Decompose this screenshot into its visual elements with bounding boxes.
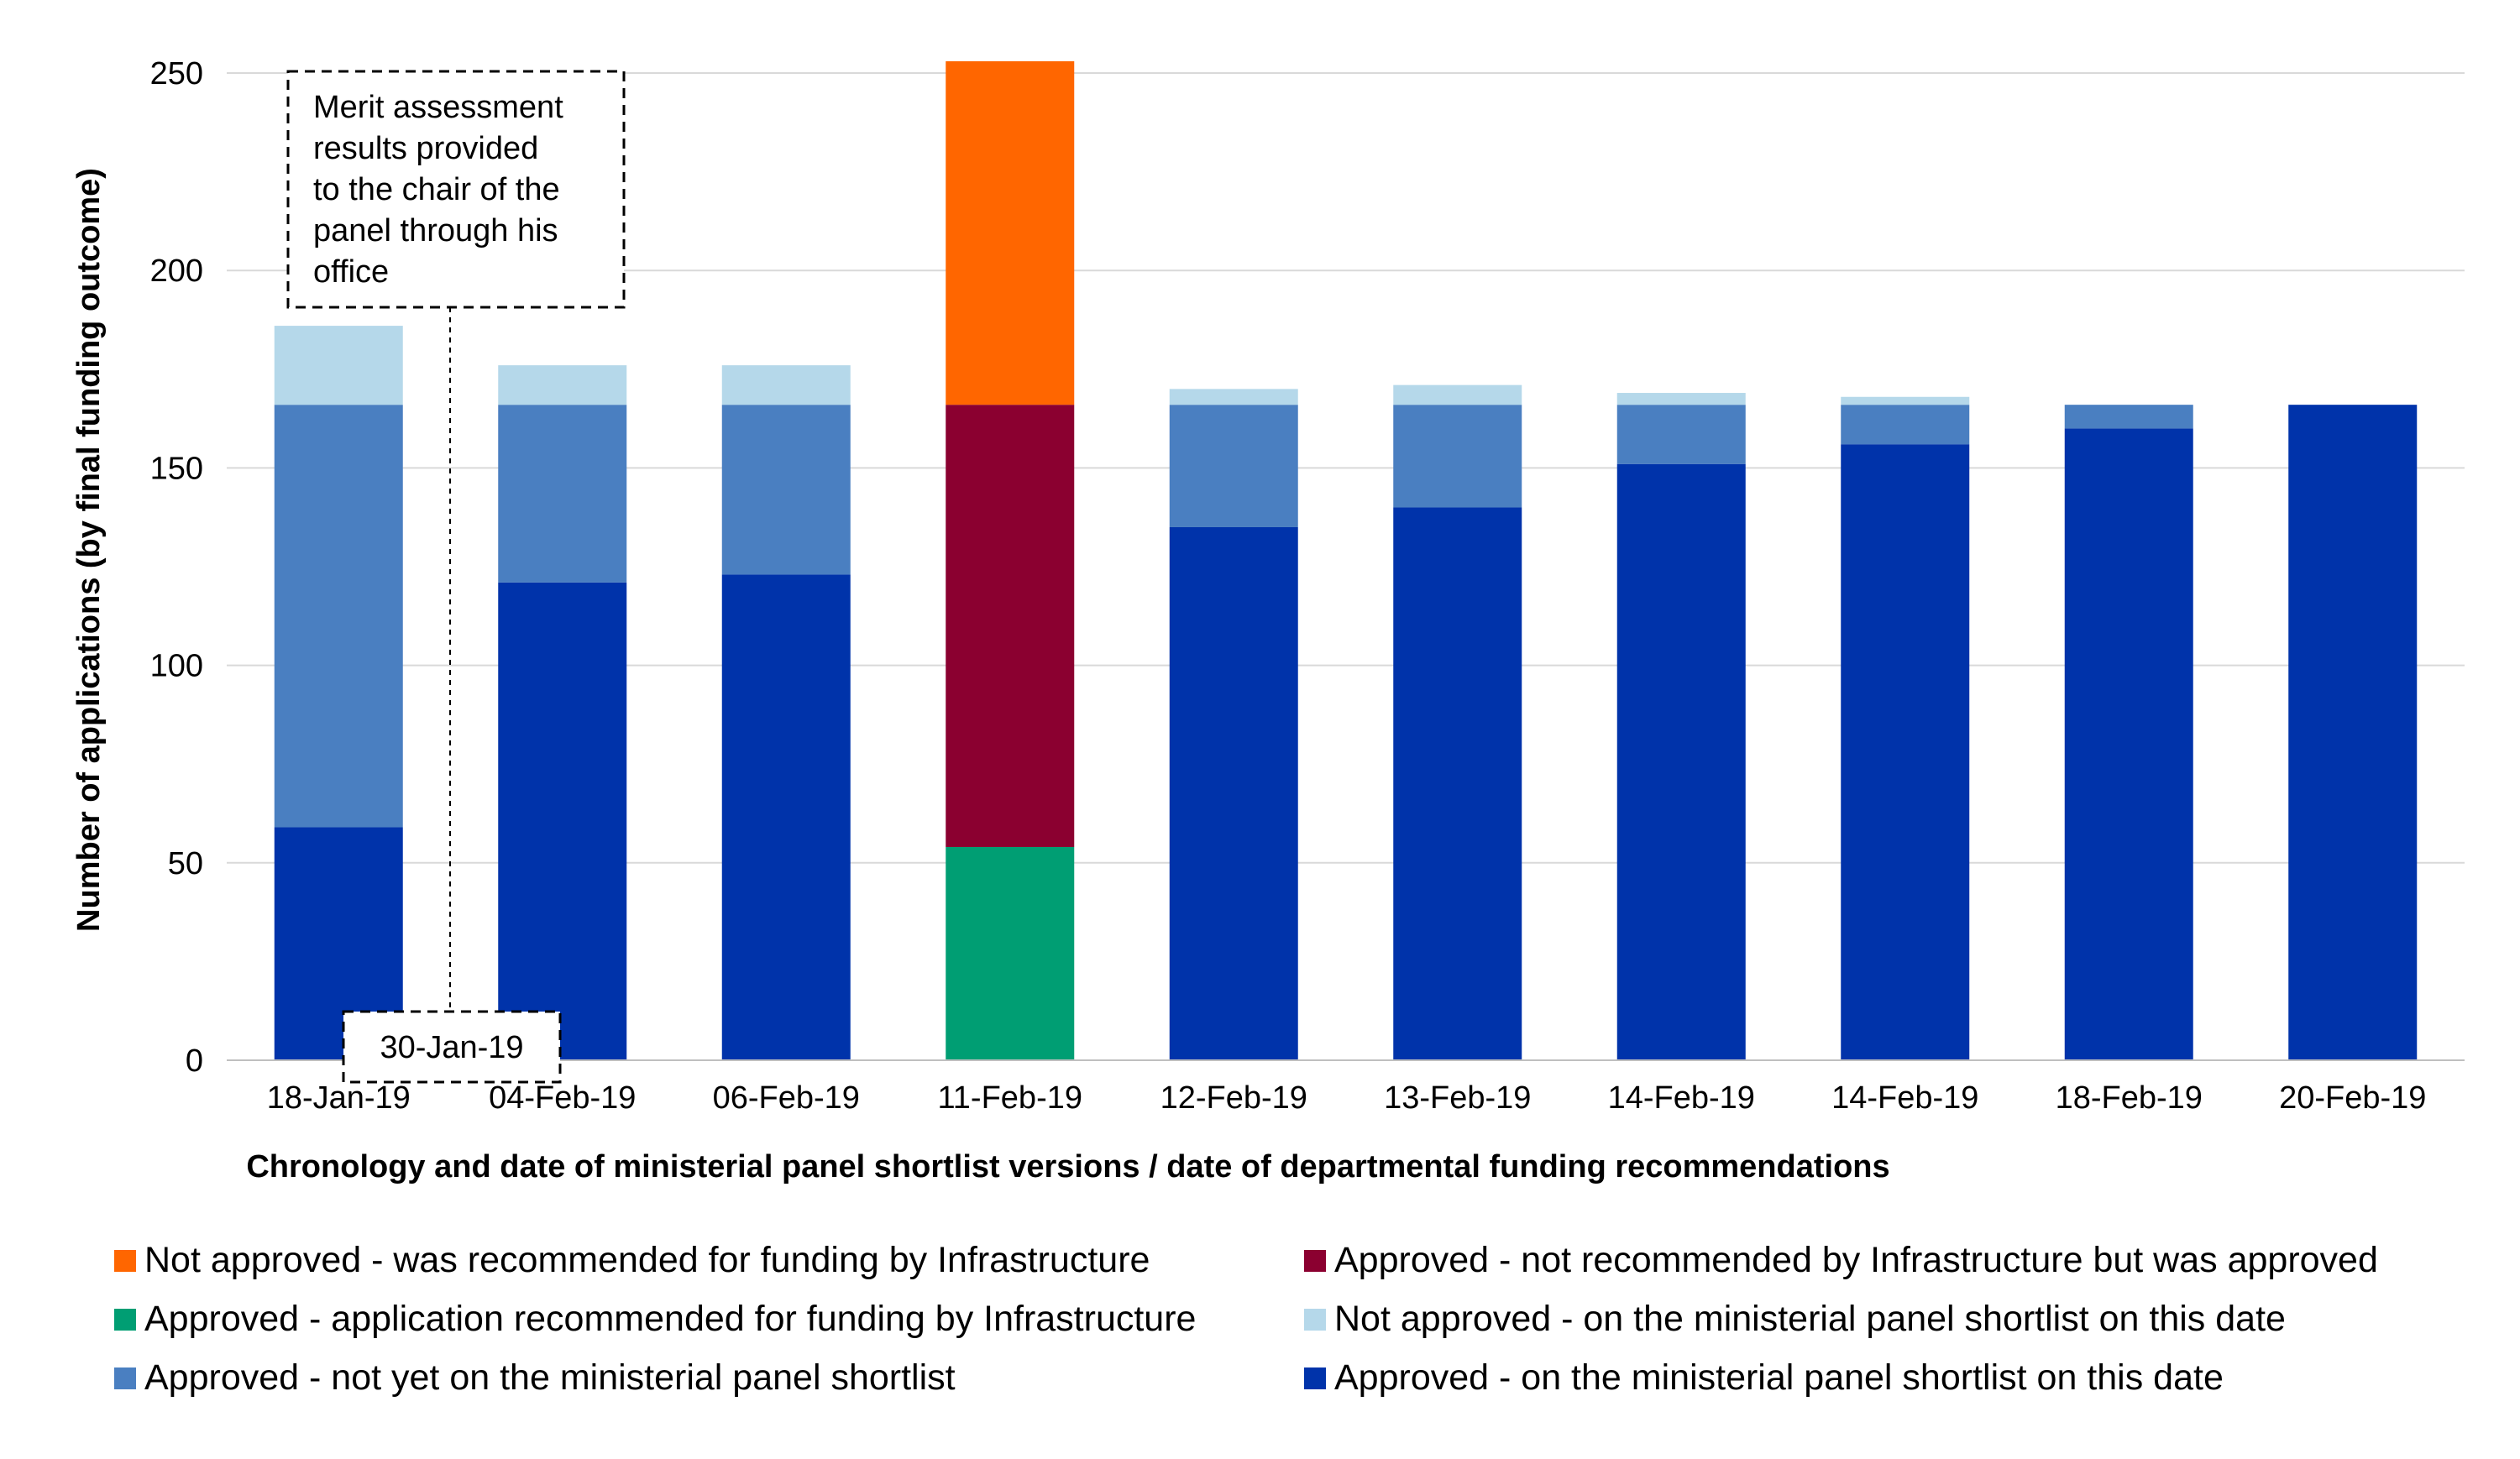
bar-segment — [2064, 428, 2193, 1060]
bar-segment — [1169, 526, 1298, 1060]
bar-segment — [2064, 405, 2193, 429]
merit-note-line: Merit assessment — [313, 90, 563, 125]
x-tick-label: 12-Feb-19 — [1160, 1080, 1307, 1116]
bar-segment — [1841, 444, 1970, 1060]
bar-segment — [946, 846, 1075, 1060]
bar-segment — [1841, 405, 1970, 445]
bar-segment — [498, 365, 627, 405]
legend-swatch — [114, 1250, 136, 1272]
axes: 0 50 100 150 200 250 18-Jan-19 04-Feb-19 06-Feb-… — [150, 56, 2465, 1116]
y-tick-label: 200 — [150, 254, 203, 289]
merit-note-line: results provided — [313, 131, 538, 166]
bar-segment — [1616, 393, 1746, 405]
y-tick-label: 50 — [168, 846, 203, 881]
x-tick-label: 18-Jan-19 — [267, 1080, 411, 1116]
bar-segment — [1169, 389, 1298, 405]
bar-segment — [721, 574, 851, 1060]
legend-label: Approved - application recommended for f… — [144, 1299, 1196, 1339]
merit-note-line: to the chair of the — [313, 172, 560, 207]
y-axis-title: Number of applications (by final funding… — [71, 168, 107, 932]
marker-date-box — [342, 1010, 562, 1084]
x-tick-label: 04-Feb-19 — [489, 1080, 636, 1116]
merit-note-line: office — [313, 254, 389, 290]
legend-label: Approved - not yet on the ministerial pa… — [144, 1357, 956, 1398]
x-tick-label: 14-Feb-19 — [1831, 1080, 1978, 1116]
y-tick-label: 150 — [150, 451, 203, 486]
y-tick-label: 100 — [150, 649, 203, 684]
x-tick-label: 20-Feb-19 — [2279, 1080, 2426, 1116]
bar-segment — [721, 365, 851, 405]
legend-swatch — [114, 1309, 136, 1331]
bar-segment — [721, 405, 851, 575]
x-tick-label: 11-Feb-19 — [937, 1080, 1082, 1116]
marker-date-label: 30-Jan-19 — [380, 1030, 523, 1065]
legend-swatch — [1304, 1309, 1326, 1331]
legend-label: Not approved - was recommended for fundi… — [144, 1240, 1150, 1280]
legend-swatch — [1304, 1367, 1326, 1389]
bar-segment — [1616, 405, 1746, 464]
bar-segment — [274, 405, 403, 828]
bar-segment — [1393, 507, 1522, 1060]
legend-label: Not approved - on the ministerial panel … — [1334, 1299, 2286, 1339]
bar-segment — [946, 60, 1075, 405]
x-tick-label: 14-Feb-19 — [1608, 1080, 1755, 1116]
x-axis-title: Chronology and date of ministerial panel… — [246, 1149, 1889, 1184]
bar-segment — [2288, 405, 2418, 1061]
bar-segment — [498, 582, 627, 1060]
bar-segment — [274, 326, 403, 405]
bars — [274, 60, 2418, 1061]
merit-note-line: panel through his — [313, 213, 558, 248]
y-tick-label: 250 — [150, 56, 203, 92]
legend-label: Approved - not recommended by Infrastruc… — [1334, 1240, 2378, 1280]
legend-swatch — [114, 1367, 136, 1389]
legend-label: Approved - on the ministerial panel shor… — [1334, 1357, 2224, 1398]
annotations: Merit assessment results provided to the c… — [286, 70, 626, 1084]
legend: Not approved - was recommended for fundi… — [114, 1240, 2378, 1398]
bar-segment — [1616, 463, 1746, 1060]
legend-swatch — [1304, 1250, 1326, 1272]
bar-segment — [1393, 384, 1522, 405]
y-tick-label: 0 — [186, 1043, 203, 1079]
merit-note-box — [286, 70, 626, 309]
bar-segment — [1841, 396, 1970, 405]
bar-segment — [946, 405, 1075, 847]
x-tick-label: 18-Feb-19 — [2056, 1080, 2203, 1116]
x-tick-label: 13-Feb-19 — [1384, 1080, 1531, 1116]
bar-segment — [498, 405, 627, 583]
bar-segment — [1393, 405, 1522, 508]
x-tick-label: 06-Feb-19 — [713, 1080, 860, 1116]
bar-segment — [1169, 405, 1298, 527]
